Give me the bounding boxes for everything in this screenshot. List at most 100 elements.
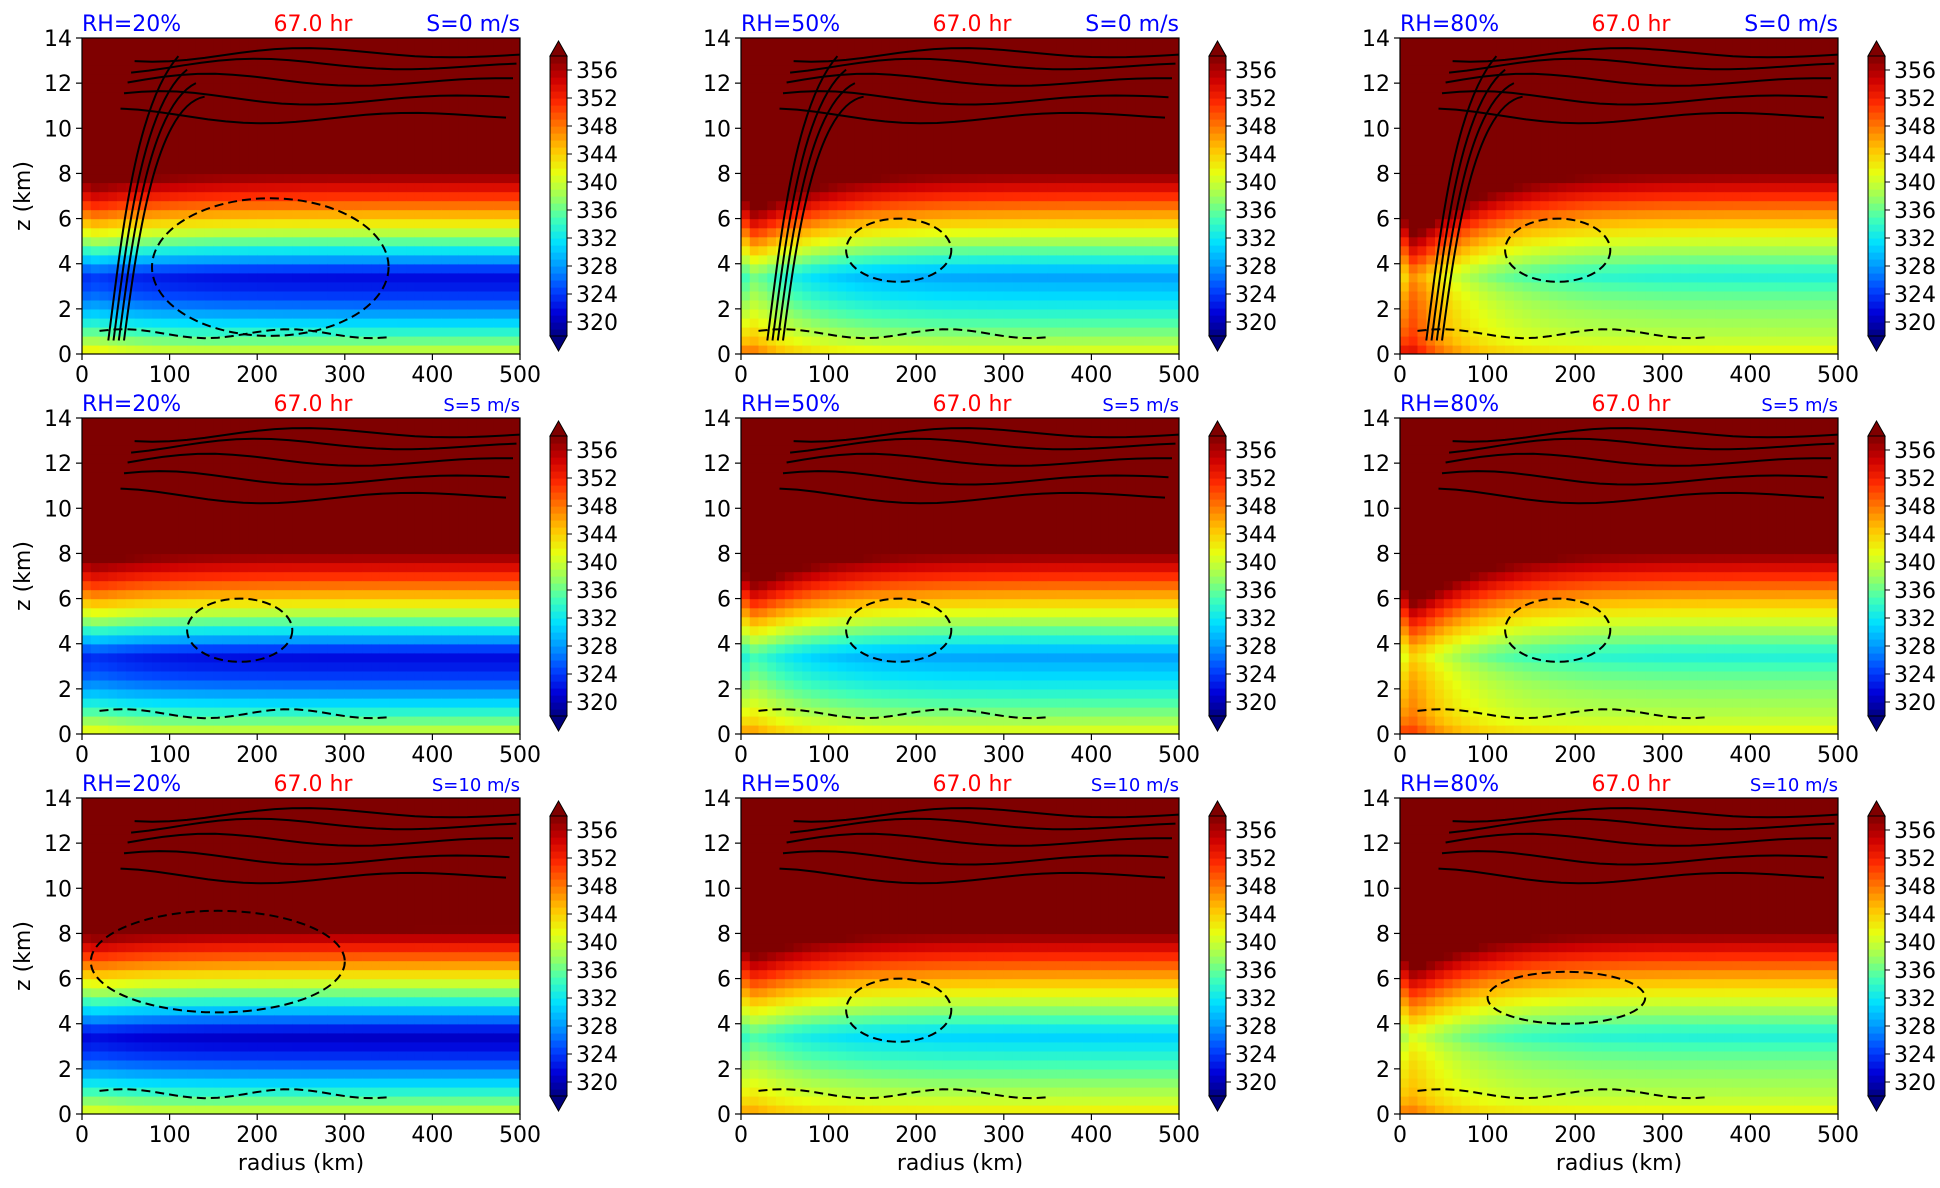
heatmap-cell bbox=[951, 236, 961, 247]
heatmap-cell bbox=[222, 110, 232, 120]
heatmap-cell bbox=[441, 281, 451, 292]
heatmap-cell bbox=[318, 254, 328, 265]
heatmap-cell bbox=[951, 218, 961, 229]
heatmap-cell bbox=[1601, 299, 1611, 310]
heatmap-cell bbox=[511, 345, 520, 354]
heatmap-cell bbox=[1126, 101, 1136, 111]
heatmap-cell bbox=[230, 191, 241, 202]
heatmap-cell bbox=[986, 56, 996, 66]
heatmap-cell bbox=[1584, 218, 1594, 229]
heatmap-cell bbox=[1170, 47, 1179, 57]
heatmap-cell bbox=[1056, 254, 1066, 265]
heatmap-cell bbox=[1408, 155, 1419, 166]
heatmap-cell bbox=[1680, 290, 1690, 301]
heatmap-cell bbox=[1636, 182, 1646, 193]
heatmap-cell bbox=[925, 209, 935, 220]
heatmap-cell bbox=[1152, 155, 1163, 166]
heatmap-cell bbox=[960, 119, 970, 129]
colorbar-tick-label: 352 bbox=[1235, 87, 1277, 112]
shear-label: S=0 m/s bbox=[426, 12, 520, 37]
y-tick-label: 12 bbox=[44, 72, 72, 97]
heatmap-cell bbox=[1170, 227, 1179, 238]
heatmap-cell bbox=[195, 164, 206, 175]
heatmap-cell bbox=[1548, 236, 1559, 247]
heatmap-cell bbox=[187, 38, 197, 48]
heatmap-cell bbox=[449, 47, 460, 57]
heatmap-cell bbox=[1689, 335, 1699, 346]
heatmap-cell bbox=[1575, 227, 1585, 238]
heatmap-cell bbox=[1003, 245, 1014, 256]
heatmap-cell bbox=[485, 47, 495, 57]
heatmap-cell bbox=[1435, 47, 1445, 57]
heatmap-cell bbox=[741, 263, 751, 274]
heatmap-cell bbox=[1496, 290, 1506, 301]
heatmap-cell bbox=[881, 254, 891, 265]
heatmap-cell bbox=[1645, 308, 1655, 319]
heatmap-cell bbox=[1592, 47, 1603, 57]
heatmap-cell bbox=[1470, 191, 1480, 202]
heatmap-cell bbox=[432, 218, 442, 229]
heatmap-cell bbox=[767, 290, 777, 301]
heatmap-cell bbox=[1645, 200, 1655, 211]
heatmap-cell bbox=[863, 326, 874, 337]
heatmap-cell bbox=[758, 227, 768, 238]
heatmap-cell bbox=[362, 335, 372, 346]
heatmap-cell bbox=[933, 236, 944, 247]
heatmap-cell bbox=[1619, 345, 1629, 354]
heatmap-cell bbox=[889, 56, 900, 66]
heatmap-cell bbox=[432, 74, 442, 84]
heatmap-cell bbox=[511, 164, 520, 175]
heatmap-cell bbox=[767, 92, 777, 102]
heatmap-cell bbox=[1108, 308, 1119, 319]
heatmap-cell bbox=[1400, 272, 1410, 283]
heatmap-cell bbox=[1152, 119, 1163, 129]
heatmap-cell bbox=[169, 182, 180, 193]
heatmap-cell bbox=[1030, 335, 1040, 346]
heatmap-cell bbox=[1082, 245, 1093, 256]
heatmap-cell bbox=[1531, 200, 1541, 211]
colorbar-tick-label: 320 bbox=[576, 311, 618, 336]
heatmap-cell bbox=[741, 56, 751, 66]
heatmap-cell bbox=[1610, 200, 1620, 211]
heatmap-cell bbox=[371, 146, 381, 156]
heatmap-cell bbox=[1513, 227, 1524, 238]
heatmap-cell bbox=[1452, 254, 1463, 265]
heatmap-cell bbox=[1706, 272, 1717, 283]
heatmap-cell bbox=[432, 191, 442, 202]
heatmap-cell bbox=[441, 326, 451, 337]
heatmap-cell bbox=[336, 345, 346, 354]
heatmap-cell bbox=[1671, 182, 1682, 193]
heatmap-cell bbox=[327, 92, 337, 102]
contour-dashed bbox=[845, 217, 953, 283]
heatmap-cell bbox=[1645, 101, 1655, 111]
heatmap-cell bbox=[1610, 65, 1620, 75]
heatmap-cell bbox=[1443, 173, 1454, 184]
heatmap-cell bbox=[248, 236, 258, 247]
heatmap-cell bbox=[371, 38, 381, 48]
heatmap-cell bbox=[1452, 110, 1463, 120]
heatmap-cell bbox=[485, 182, 495, 193]
heatmap-cell bbox=[353, 236, 364, 247]
heatmap-cell bbox=[1566, 281, 1576, 292]
heatmap-cell bbox=[362, 101, 372, 111]
heatmap-cell bbox=[1566, 173, 1576, 184]
heatmap-cell bbox=[741, 182, 751, 193]
heatmap-cell bbox=[1513, 74, 1524, 84]
heatmap-cell bbox=[889, 47, 900, 57]
heatmap-cell bbox=[1531, 308, 1541, 319]
heatmap-cell bbox=[767, 200, 777, 211]
heatmap-cell bbox=[1697, 119, 1708, 129]
heatmap-cell bbox=[1435, 326, 1445, 337]
heatmap-cell bbox=[863, 290, 874, 301]
heatmap-cell bbox=[986, 236, 996, 247]
heatmap-cell bbox=[916, 38, 926, 48]
heatmap-cell bbox=[1056, 119, 1066, 129]
heatmap-cell bbox=[195, 200, 206, 211]
heatmap-cell bbox=[371, 272, 381, 283]
heatmap-cell bbox=[1073, 101, 1084, 111]
heatmap-cell bbox=[863, 245, 874, 256]
heatmap-cell bbox=[916, 299, 926, 310]
heatmap-cell bbox=[1012, 155, 1023, 166]
heatmap-cell bbox=[406, 200, 416, 211]
heatmap-cell bbox=[749, 335, 760, 346]
